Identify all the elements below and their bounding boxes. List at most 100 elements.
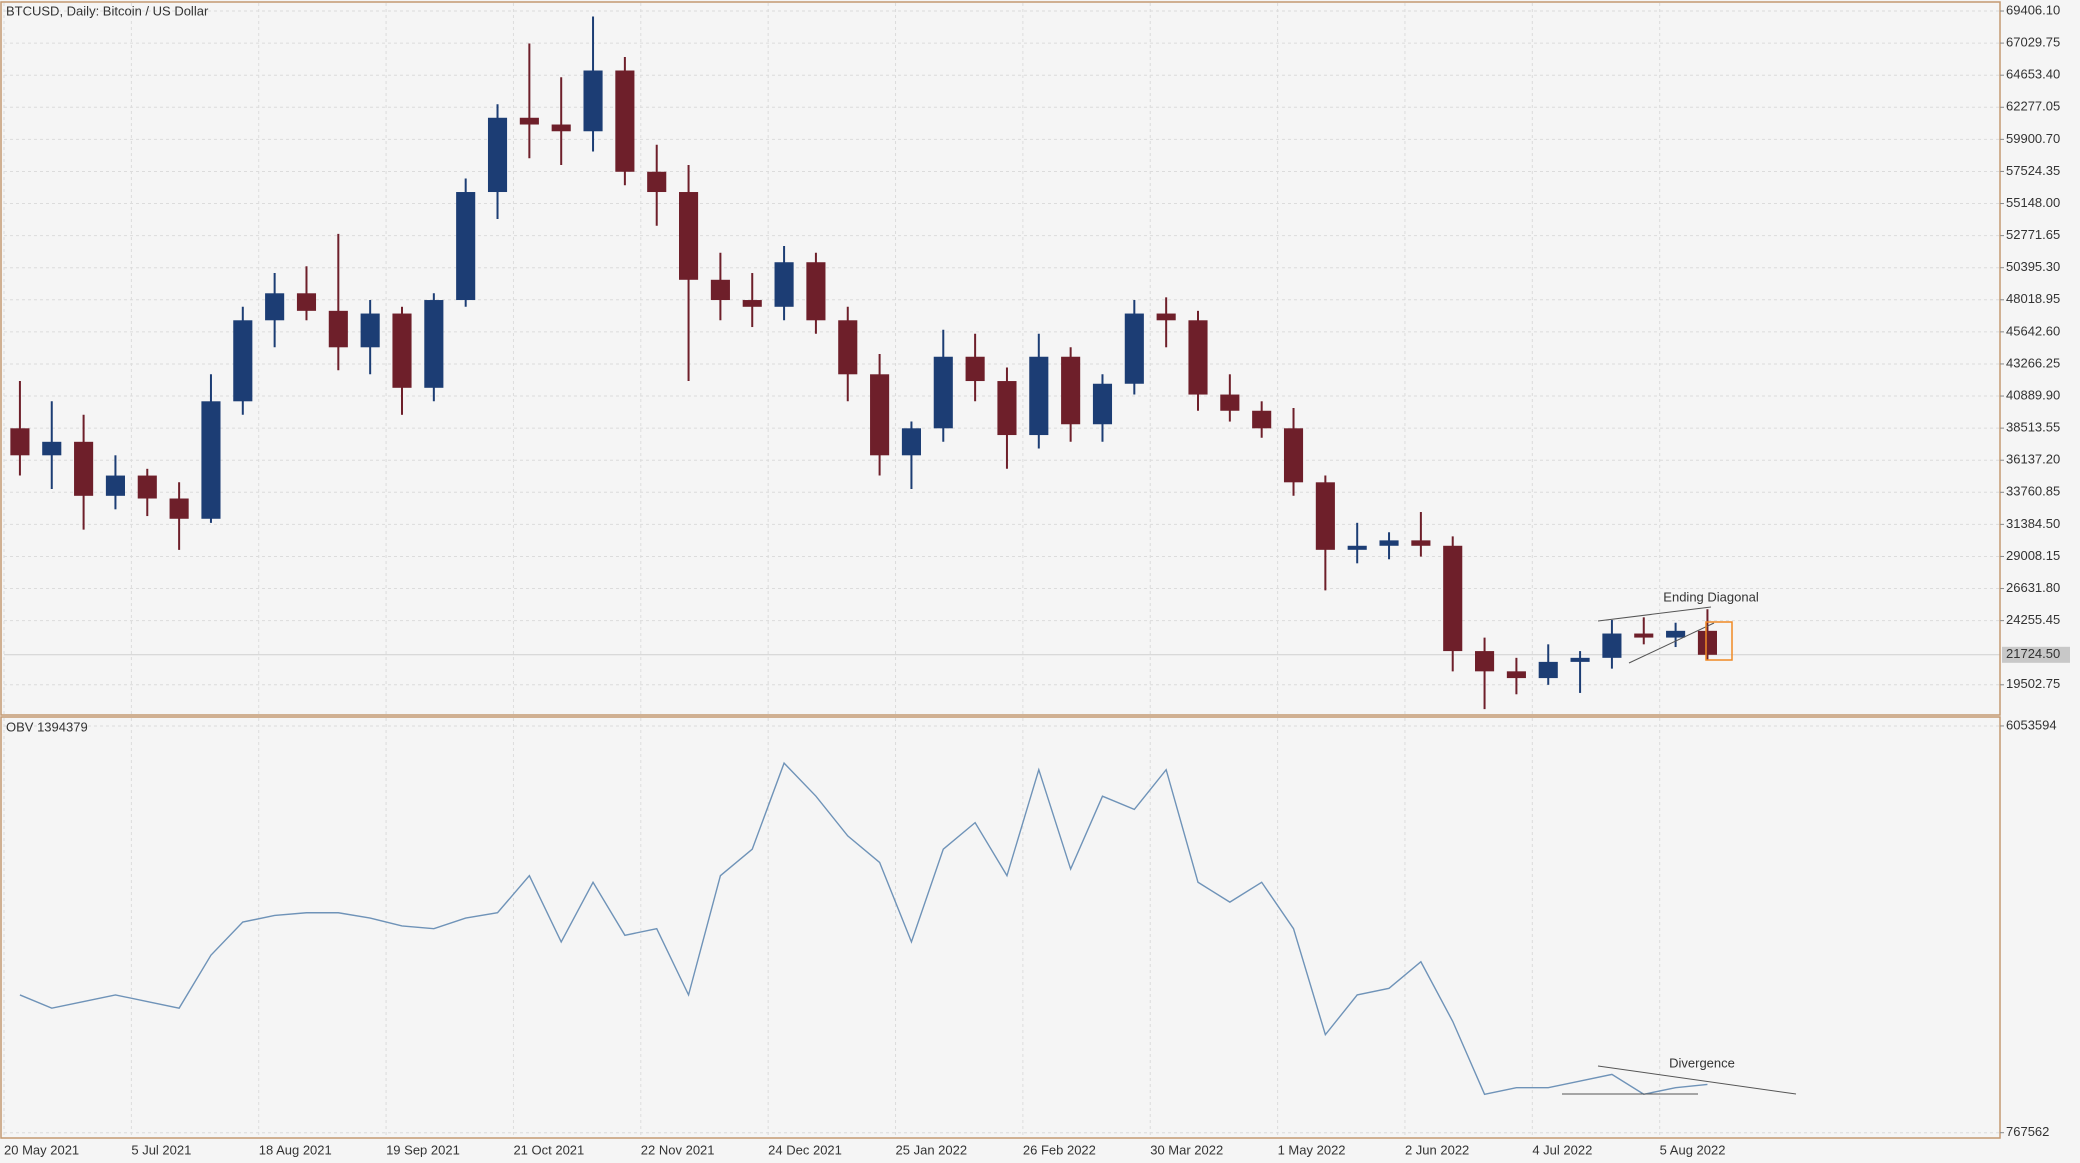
candle-body xyxy=(1220,394,1240,411)
y-tick-label: 38513.55 xyxy=(2006,420,2060,435)
candle-body xyxy=(1188,320,1208,395)
y-tick-label: 67029.75 xyxy=(2006,35,2060,50)
candle-body xyxy=(551,124,571,132)
y-tick-label: 45642.60 xyxy=(2006,323,2060,338)
candle-body xyxy=(42,441,62,456)
obv-line xyxy=(19,761,1708,1096)
candle-body xyxy=(1092,383,1113,425)
candle-body xyxy=(1538,661,1558,679)
x-tick-label: 20 May 2021 xyxy=(4,1142,79,1157)
y-tick-label: 69406.10 xyxy=(2006,2,2060,17)
candle-body xyxy=(201,401,221,519)
obv-panel-border xyxy=(0,716,2001,1139)
obv-title: OBV 1394379 xyxy=(6,719,88,734)
x-tick-label: 21 Oct 2021 xyxy=(513,1142,584,1157)
x-tick-label: 4 Jul 2022 xyxy=(1532,1142,1592,1157)
candle-body xyxy=(519,117,539,125)
candle-body xyxy=(1156,313,1176,321)
annotation: Ending Diagonal xyxy=(1663,589,1759,604)
x-tick-label: 25 Jan 2022 xyxy=(896,1142,968,1157)
candle-body xyxy=(1697,630,1717,655)
candle-body xyxy=(870,374,890,456)
mark-layer xyxy=(10,16,1717,1096)
candle-body xyxy=(233,320,253,402)
candle-body xyxy=(1283,428,1304,483)
price-title: BTCUSD, Daily: Bitcoin / US Dollar xyxy=(6,3,209,18)
candle-body xyxy=(997,381,1017,436)
candle-body xyxy=(137,475,157,499)
highlight-box xyxy=(1705,621,1733,661)
x-tick-label: 22 Nov 2021 xyxy=(641,1142,715,1157)
x-tick-label: 2 Jun 2022 xyxy=(1405,1142,1469,1157)
candle-body xyxy=(424,300,444,388)
candle-body xyxy=(1443,545,1463,652)
wedge-lower xyxy=(1628,622,1715,664)
candle-body xyxy=(105,475,125,496)
candle-body xyxy=(1506,671,1526,679)
x-tick-label: 24 Dec 2021 xyxy=(768,1142,842,1157)
candle-body xyxy=(1347,545,1367,550)
last-price-box xyxy=(2002,646,2070,663)
candle-body xyxy=(1252,410,1272,429)
candle-body xyxy=(169,498,189,519)
candle-body xyxy=(487,117,508,193)
y-tick-label: 59900.70 xyxy=(2006,131,2060,146)
y-tick-label: 767562 xyxy=(2006,1124,2049,1139)
divergence-line xyxy=(1597,1065,1797,1095)
candle-body xyxy=(1379,540,1399,546)
x-tick-label: 19 Sep 2021 xyxy=(386,1142,460,1157)
candle-body xyxy=(774,262,794,307)
y-tick-label: 64653.40 xyxy=(2006,67,2060,82)
y-tick-label: 62277.05 xyxy=(2006,99,2060,114)
candle-body xyxy=(1570,657,1590,662)
candle-body xyxy=(1029,356,1049,436)
candle-body xyxy=(838,320,858,375)
candle-body xyxy=(10,428,30,456)
grid-layer xyxy=(3,3,2000,1138)
x-tick-label: 5 Aug 2022 xyxy=(1660,1142,1726,1157)
candle-body xyxy=(615,70,635,172)
x-tick-label: 26 Feb 2022 xyxy=(1023,1142,1096,1157)
candle-body xyxy=(647,171,667,193)
candle-body xyxy=(1061,356,1081,425)
x-tick-label: 5 Jul 2021 xyxy=(131,1142,191,1157)
candle-body xyxy=(392,313,412,388)
candle-body xyxy=(679,192,699,280)
y-tick-label: 40889.90 xyxy=(2006,387,2060,402)
candle-body xyxy=(1634,633,1654,638)
last-price-label: 21724.50 xyxy=(2006,646,2060,661)
y-tick-label: 29008.15 xyxy=(2006,548,2060,563)
y-tick-label: 43266.25 xyxy=(2006,355,2060,370)
annotation: Divergence xyxy=(1669,1055,1735,1070)
candle-body xyxy=(710,279,730,301)
y-tick-label: 31384.50 xyxy=(2006,516,2060,531)
y-tick-label: 36137.20 xyxy=(2006,452,2060,467)
candle-body xyxy=(583,70,603,132)
candle-body xyxy=(1475,651,1495,672)
x-tick-label: 18 Aug 2021 xyxy=(259,1142,332,1157)
candle-body xyxy=(1666,630,1686,638)
candle-body xyxy=(806,262,826,321)
candle-body xyxy=(1124,313,1144,384)
y-tick-label: 6053594 xyxy=(2006,717,2057,732)
candle-body xyxy=(328,310,348,348)
y-tick-label: 55148.00 xyxy=(2006,195,2060,210)
candle-body xyxy=(742,300,762,307)
x-tick-label: 1 May 2022 xyxy=(1278,1142,1346,1157)
candle-body xyxy=(901,428,921,456)
candle-body xyxy=(965,356,985,382)
candle-body xyxy=(74,441,94,496)
y-tick-label: 50395.30 xyxy=(2006,259,2060,274)
y-tick-label: 26631.80 xyxy=(2006,580,2060,595)
wedge-upper xyxy=(1597,606,1712,622)
y-tick-label: 19502.75 xyxy=(2006,676,2060,691)
candle-body xyxy=(933,356,953,429)
candle-body xyxy=(456,192,476,301)
candle-body xyxy=(1411,540,1431,546)
y-tick-label: 33760.85 xyxy=(2006,484,2060,499)
candle-body xyxy=(265,293,285,321)
y-tick-label: 57524.35 xyxy=(2006,163,2060,178)
